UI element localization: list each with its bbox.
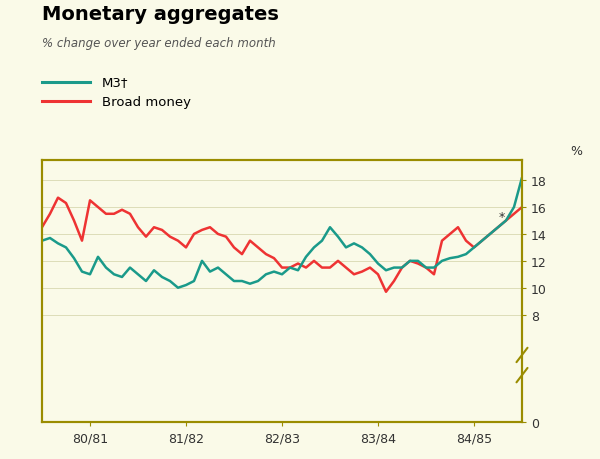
Text: *: * bbox=[499, 211, 505, 224]
Text: M3†: M3† bbox=[102, 76, 128, 89]
Text: Broad money: Broad money bbox=[102, 95, 191, 108]
Text: %: % bbox=[570, 145, 582, 158]
Text: Monetary aggregates: Monetary aggregates bbox=[42, 5, 279, 23]
Text: % change over year ended each month: % change over year ended each month bbox=[42, 37, 276, 50]
